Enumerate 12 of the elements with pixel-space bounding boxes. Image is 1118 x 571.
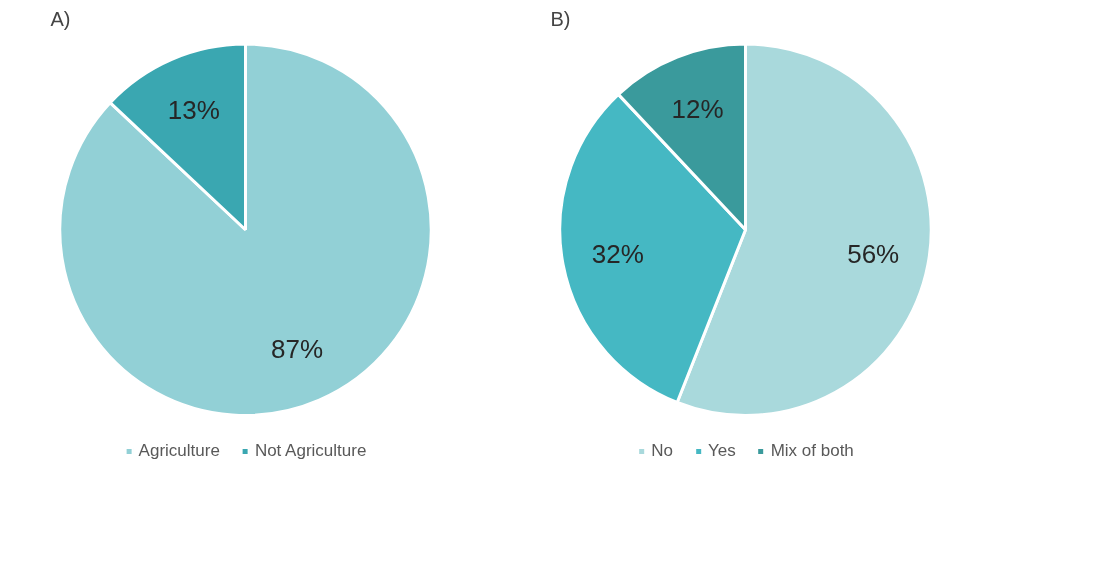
legend-label: Mix of both <box>770 441 854 461</box>
data-label: 87% <box>271 334 324 365</box>
data-label: 56% <box>847 239 900 270</box>
data-label: 32% <box>591 239 644 270</box>
data-label: 12% <box>671 93 724 124</box>
legend-label: Yes <box>707 441 736 461</box>
data-label: 13% <box>167 95 220 126</box>
legend-label: Agriculture <box>138 441 220 461</box>
chart-title: A) <box>50 7 71 30</box>
legend-label: No <box>651 441 673 461</box>
legend-label: Not Agriculture <box>254 441 367 461</box>
chart-title: B) <box>550 7 571 30</box>
